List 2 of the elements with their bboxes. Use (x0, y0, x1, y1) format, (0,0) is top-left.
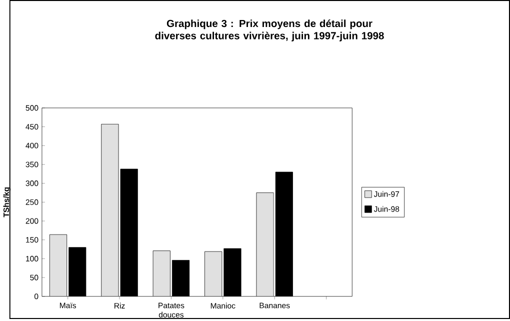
chart-title: Graphique 3 : Prix moyens de détail pour diverses cultures vivrières, juin 1997-juin 1998 (155, 20, 384, 42)
bar (256, 192, 274, 296)
